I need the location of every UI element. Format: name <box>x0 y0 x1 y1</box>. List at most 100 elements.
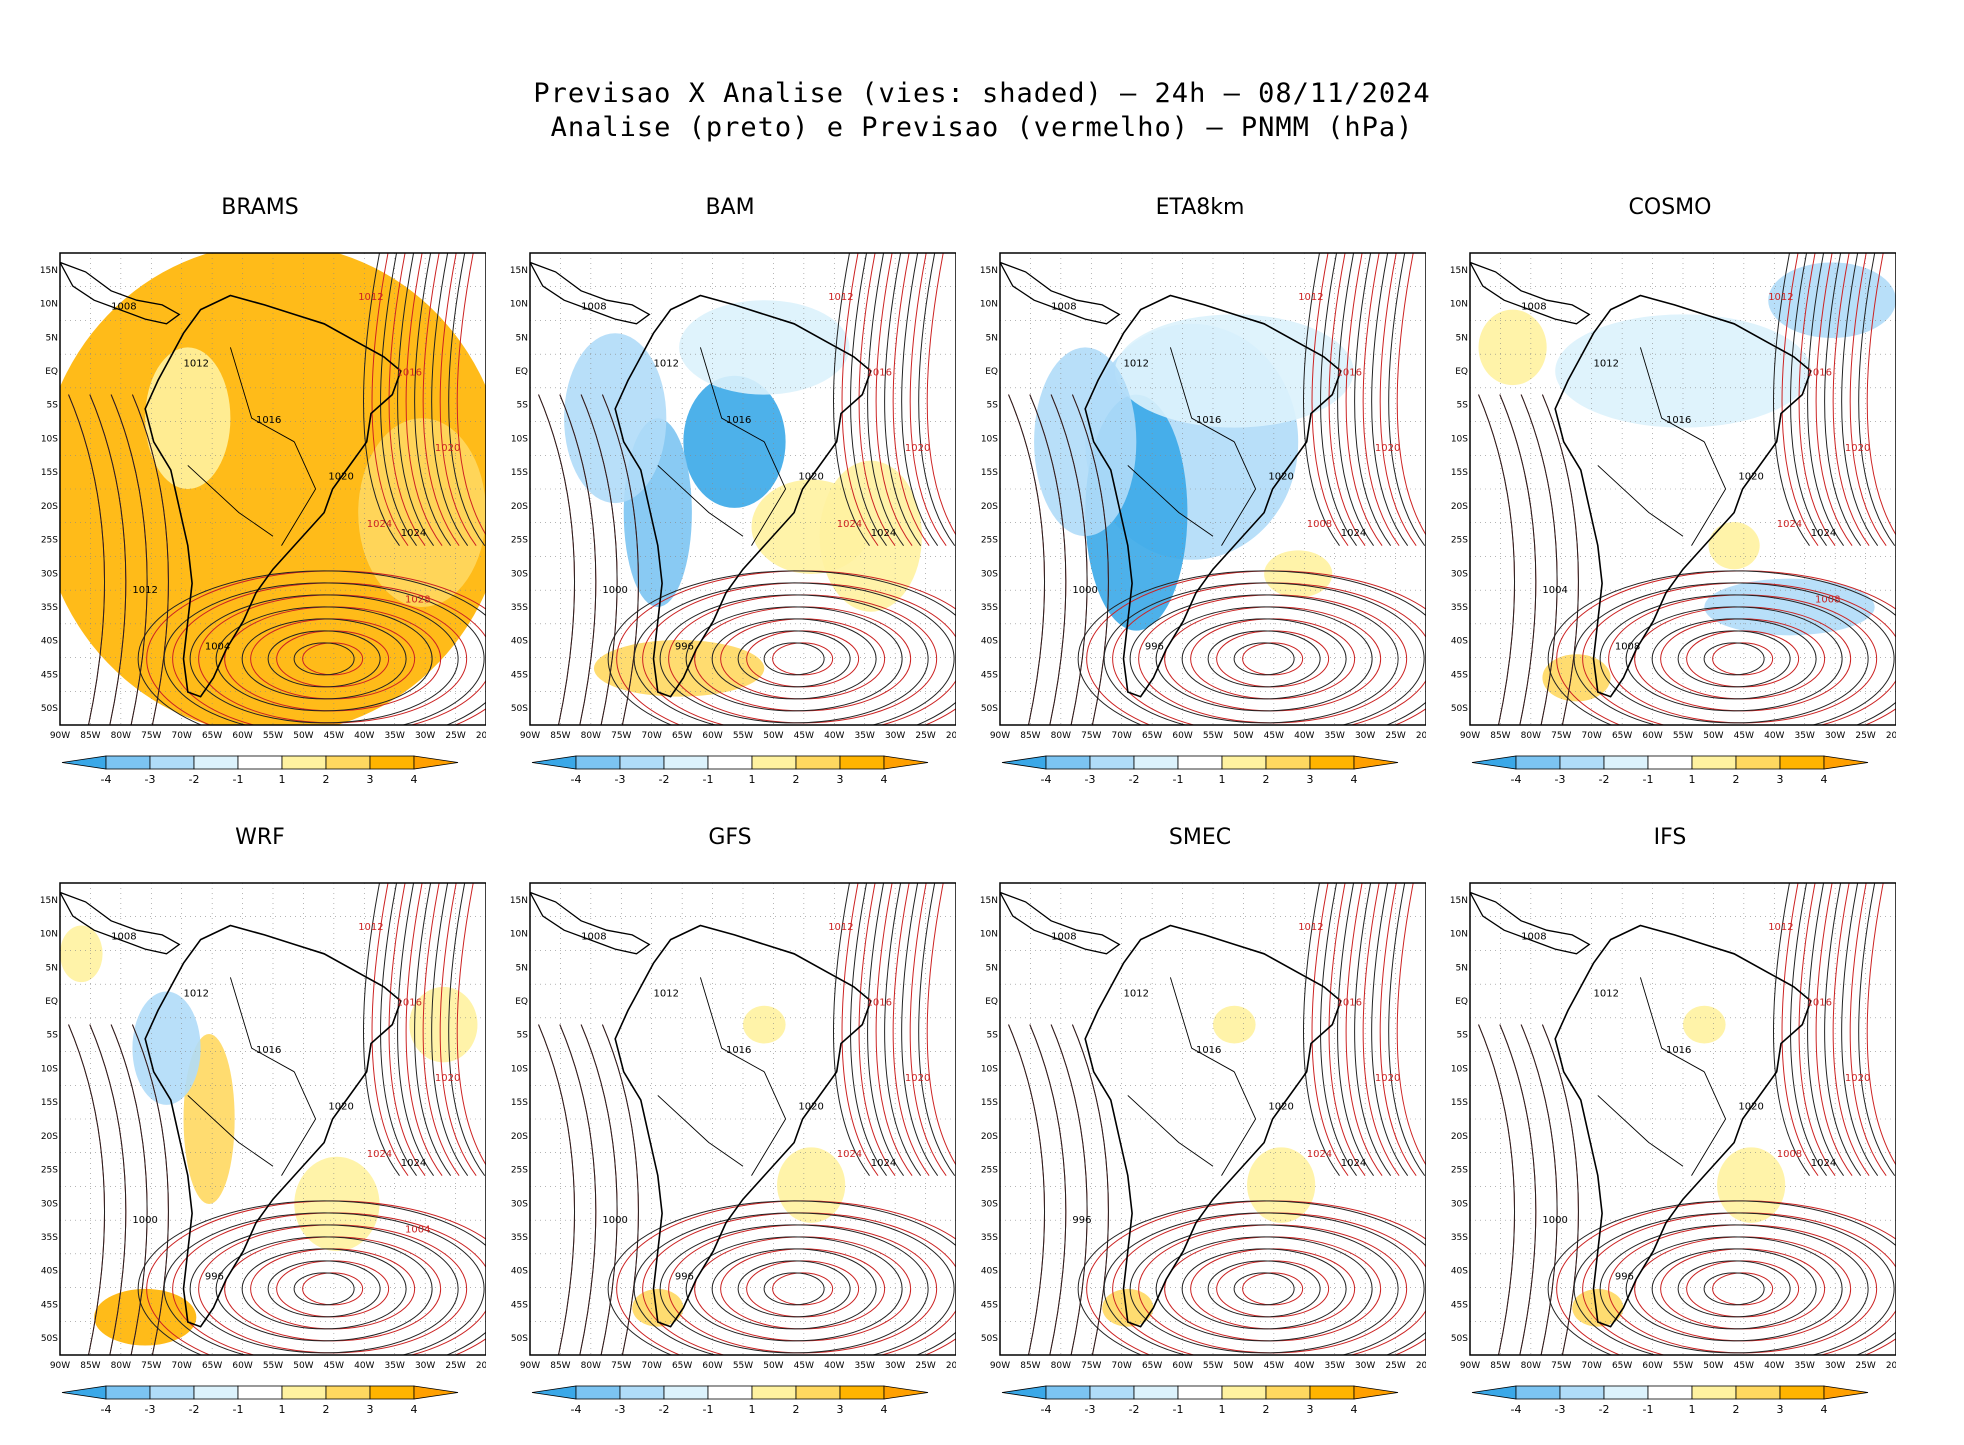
colorbar-segment <box>369 1385 415 1400</box>
lon-tick-label: 25W <box>915 1361 935 1371</box>
lon-tick-label: 65W <box>1142 1361 1162 1371</box>
colorbar-segment <box>105 1385 151 1400</box>
bias-shading <box>132 991 201 1105</box>
colorbar-segment <box>325 1385 371 1400</box>
lon-tick-label: 65W <box>672 1361 692 1371</box>
isobar-label-analysis: 1016 <box>1666 415 1691 426</box>
lat-tick-label: 10S <box>1451 434 1468 444</box>
colorbar-label: -3 <box>615 1403 626 1416</box>
colorbar-label: 3 <box>837 773 844 786</box>
colorbar-segment <box>707 1385 753 1400</box>
lon-tick-label: 65W <box>1142 731 1162 741</box>
isobar-label-analysis: 996 <box>205 1271 224 1282</box>
lon-tick-label: 45W <box>324 731 344 741</box>
colorbar-label: -2 <box>1599 1403 1610 1416</box>
lat-tick-label: EQ <box>515 367 528 377</box>
isobar-label-analysis: 996 <box>1072 1215 1091 1226</box>
lon-tick-label: 25W <box>445 731 465 741</box>
lat-tick-label: 10N <box>1450 300 1468 310</box>
lon-tick-label: 55W <box>733 731 753 741</box>
isobar-label-analysis: 1008 <box>1521 302 1546 313</box>
lon-tick-label: 90W <box>990 1361 1010 1371</box>
lat-tick-label: 40S <box>981 637 998 647</box>
colorbar-segment <box>149 755 195 770</box>
lat-tick-label: 15S <box>41 1098 58 1108</box>
colorbar-segment <box>1691 1385 1737 1400</box>
isobar-label-analysis: 1000 <box>602 1215 627 1226</box>
colorbar-segment <box>1603 755 1649 770</box>
lon-tick-label: 40W <box>824 731 844 741</box>
lon-tick-label: 90W <box>990 731 1010 741</box>
isobar-label-analysis: 1016 <box>1196 415 1221 426</box>
lat-tick-label: 45S <box>41 1300 58 1310</box>
lat-tick-label: 15S <box>511 1098 528 1108</box>
colorbar-segment <box>1265 755 1311 770</box>
lat-tick-label: 30S <box>41 569 58 579</box>
title-line-1: Previsao X Analise (vies: shaded) – 24h … <box>533 78 1431 109</box>
lon-tick-label: 45W <box>1264 1361 1284 1371</box>
lat-tick-label: 50S <box>981 1334 998 1344</box>
lon-tick-label: 45W <box>1264 731 1284 741</box>
isobar-label-analysis: 1024 <box>401 528 426 539</box>
lat-tick-label: 30S <box>981 569 998 579</box>
lon-tick-label: 35W <box>385 1361 405 1371</box>
bias-shading <box>294 1156 380 1252</box>
lon-tick-label: 80W <box>1521 1361 1541 1371</box>
isobar-label-forecast: 1024 <box>837 519 862 530</box>
colorbar-label: -2 <box>189 1403 200 1416</box>
colorbar-segment <box>1779 1385 1825 1400</box>
isobar-label-analysis: 1008 <box>1051 302 1076 313</box>
lat-tick-label: 10S <box>981 1064 998 1074</box>
bias-shading <box>1717 1147 1786 1223</box>
colorbar-segment <box>1133 1385 1179 1400</box>
lat-tick-label: EQ <box>45 997 58 1007</box>
isobar-label-forecast: 1020 <box>1375 1073 1400 1084</box>
colorbar-label: -3 <box>1085 1403 1096 1416</box>
panel-cosmo: COSMO 1008 1012 1016 1020 1024 1004 1008 1012 101… <box>1440 195 1900 815</box>
colorbar-label: 3 <box>367 1403 374 1416</box>
colorbar-label: 1 <box>1219 773 1226 786</box>
colorbar-segment <box>281 1385 327 1400</box>
colorbar-segment <box>1177 1385 1223 1400</box>
lon-tick-label: 75W <box>1081 1361 1101 1371</box>
lon-tick-label: 50W <box>1233 1361 1253 1371</box>
lon-tick-label: 75W <box>1081 731 1101 741</box>
bias-shading <box>94 1288 197 1346</box>
lat-tick-label: 15S <box>511 468 528 478</box>
lat-tick-label: 15S <box>981 1098 998 1108</box>
lat-tick-label: 5S <box>517 1031 529 1041</box>
isobar-label-analysis: 1016 <box>256 1045 281 1056</box>
lon-tick-label: 30W <box>1355 731 1375 741</box>
lat-tick-label: 10S <box>1451 1064 1468 1074</box>
lat-tick-label: 10N <box>980 930 998 940</box>
lat-tick-label: 15N <box>40 266 58 276</box>
lat-tick-label: 25S <box>511 536 528 546</box>
colorbar-label: 4 <box>1821 1403 1828 1416</box>
colorbar-label: -3 <box>615 773 626 786</box>
isobar-label-analysis: 1024 <box>401 1158 426 1169</box>
lon-tick-label: 20W <box>1886 1361 1896 1371</box>
lon-tick-label: 90W <box>1460 1361 1480 1371</box>
isobar-label-analysis: 1020 <box>1738 472 1763 483</box>
lon-tick-label: 60W <box>232 731 252 741</box>
colorbar-label: 3 <box>367 773 374 786</box>
colorbar-segment <box>707 755 753 770</box>
lon-tick-label: 65W <box>1612 1361 1632 1371</box>
lat-tick-label: 5S <box>517 401 529 411</box>
lon-tick-label: 90W <box>520 731 540 741</box>
isobar-label-analysis: 1012 <box>1124 358 1149 369</box>
lat-tick-label: 20S <box>1451 502 1468 512</box>
south-america-outline <box>614 294 872 698</box>
lon-tick-label: 80W <box>1051 1361 1071 1371</box>
colorbar-segment <box>1133 755 1179 770</box>
lon-tick-label: 25W <box>915 731 935 741</box>
lat-tick-label: 40S <box>981 1267 998 1277</box>
colorbar-label: -2 <box>659 1403 670 1416</box>
colorbar-segment <box>1647 1385 1693 1400</box>
colorbar-label: -2 <box>1599 773 1610 786</box>
lon-tick-label: 35W <box>1325 731 1345 741</box>
colorbar-label: 2 <box>793 1403 800 1416</box>
colorbar-label: 1 <box>1689 773 1696 786</box>
lat-tick-label: 50S <box>981 704 998 714</box>
colorbar-segment <box>575 755 621 770</box>
